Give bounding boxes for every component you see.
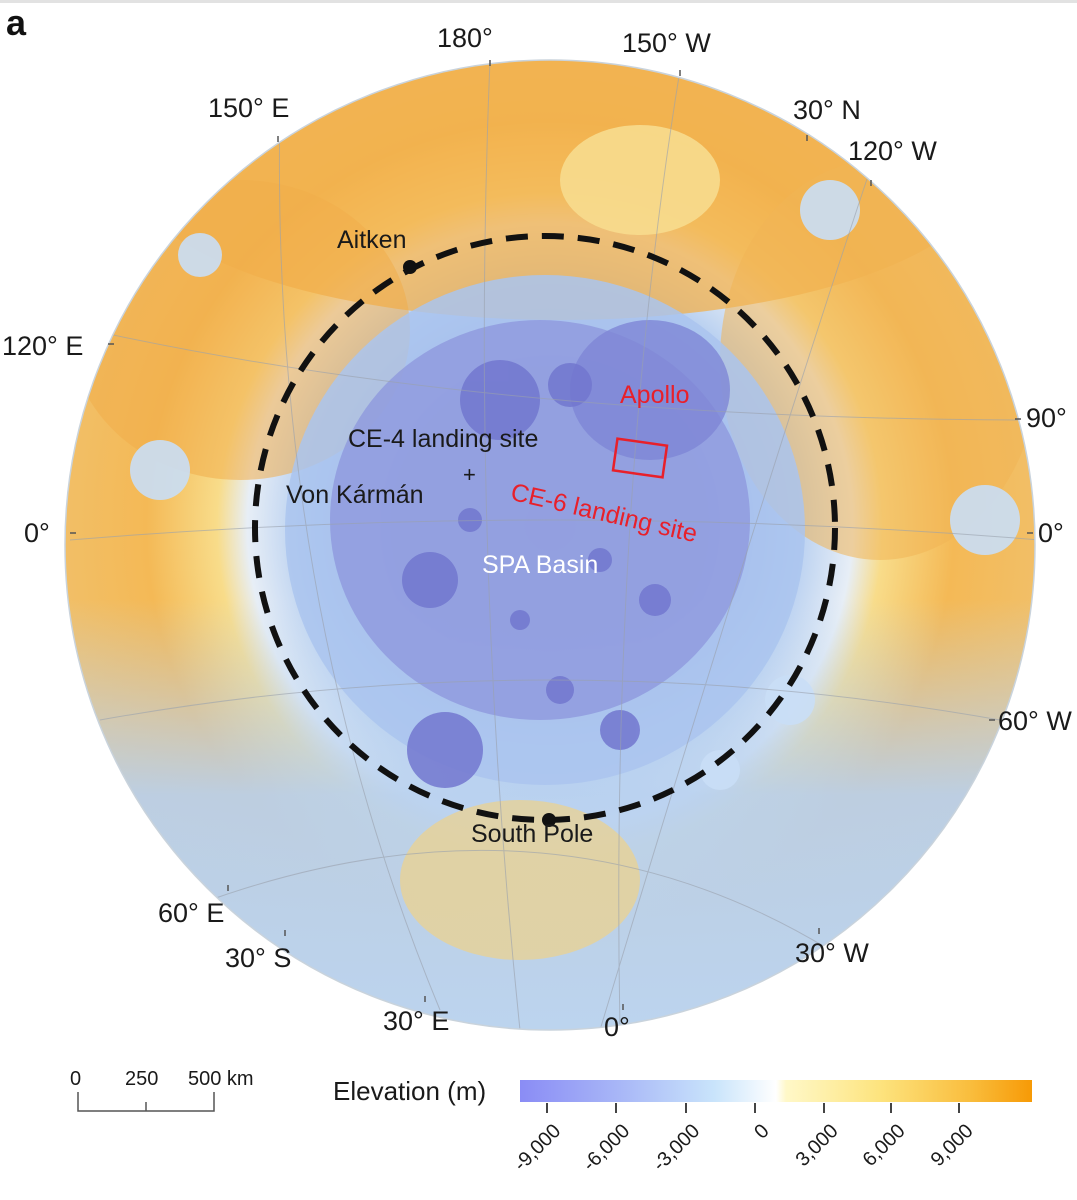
graticule-label-60w: 60° W xyxy=(998,706,1072,736)
elevation-surface xyxy=(65,60,1035,1030)
aitken-marker xyxy=(403,260,417,274)
colorbar-tick xyxy=(890,1103,892,1113)
colorbar-tick xyxy=(958,1103,960,1113)
graticule-label-120w: 120° W xyxy=(848,136,937,166)
aitken-label: Aitken xyxy=(337,226,407,254)
scale-tick-0: 0 xyxy=(70,1068,82,1090)
scale-bar: 0 250 500 km xyxy=(70,1068,290,1118)
graticule-label-30s: 30° S xyxy=(225,943,292,973)
graticule-label-180: 180° xyxy=(437,23,493,53)
graticule-label-60e: 60° E xyxy=(158,898,225,928)
top-border xyxy=(0,0,1077,3)
globe-edge xyxy=(64,59,1036,1031)
colorbar-tick xyxy=(823,1103,825,1113)
scale-tick-250: 250 xyxy=(125,1068,159,1090)
colorbar-title: Elevation (m) xyxy=(333,1076,487,1106)
graticule-label-30w: 30° W xyxy=(795,938,869,968)
graticule-label-30e: 30° E xyxy=(383,1006,450,1036)
graticule-label-30n: 30° N xyxy=(793,95,861,125)
graticule-label-0-right: 0° xyxy=(1038,518,1064,548)
graticule-label-150e: 150° E xyxy=(208,93,290,123)
ce4-plus-marker: + xyxy=(463,462,476,487)
graticule-label-150w: 150° W xyxy=(622,28,711,58)
colorbar-tick xyxy=(754,1103,756,1113)
von-karman-label: Von Kármán xyxy=(286,481,424,509)
elevation-colorbar xyxy=(520,1080,1032,1102)
graticule-label-90: 90° xyxy=(1026,403,1067,433)
south-pole-marker xyxy=(542,813,556,827)
ce6-landing-box xyxy=(611,437,669,479)
panel-label: a xyxy=(6,2,27,43)
colorbar-tick xyxy=(685,1103,687,1113)
scale-tick-500: 500 km xyxy=(188,1068,254,1090)
spa-basin-outline xyxy=(252,233,838,823)
colorbar-tick xyxy=(615,1103,617,1113)
ce4-label: CE-4 landing site xyxy=(348,425,539,453)
graticule-label-0-bottom: 0° xyxy=(604,1012,630,1042)
graticule-label-120e: 120° E xyxy=(2,331,84,361)
graticule-label-0-left: 0° xyxy=(24,518,50,548)
spa-basin-label: SPA Basin xyxy=(482,551,599,579)
apollo-label: Apollo xyxy=(620,381,690,409)
colorbar-tick xyxy=(546,1103,548,1113)
south-pole-label: South Pole xyxy=(471,820,594,848)
